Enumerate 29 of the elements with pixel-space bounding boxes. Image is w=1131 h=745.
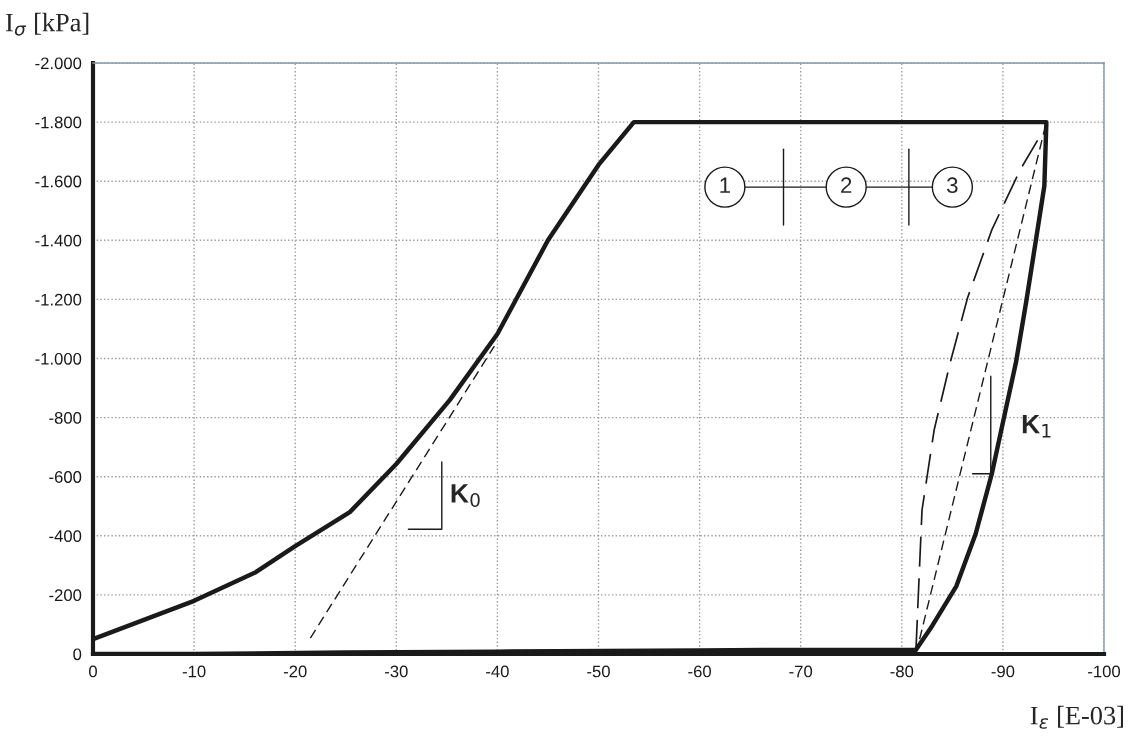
y-axis-title: I$_{σ}$ [kPa] [5, 12, 89, 36]
y-tick-label: -800 [49, 412, 82, 424]
x-tick-label: -90 [991, 665, 1015, 678]
annotation: K$_{0}$ [451, 484, 480, 507]
y-tick-label: -2.000 [35, 57, 82, 70]
y-tick-label: 0 [73, 648, 82, 661]
annotation: 2 [841, 177, 852, 193]
annotation: K$_{1}$ [1022, 415, 1051, 438]
x-tick-label: 0 [89, 665, 97, 678]
x-axis-title: I$_{ε}$ [E-03] [1030, 705, 1123, 729]
x-tick-label: -70 [789, 665, 813, 678]
x-tick-label: -80 [890, 665, 914, 678]
y-tick-label: -1.400 [35, 234, 82, 247]
y-tick-label: -1.800 [35, 116, 82, 129]
x-tick-label: -60 [688, 665, 711, 678]
y-tick-label: -1.600 [35, 175, 82, 188]
y-tick-label: -600 [49, 471, 82, 483]
annotation: 1 [720, 177, 730, 193]
x-tick-label: -100 [1088, 665, 1121, 678]
x-tick-label: -50 [587, 665, 610, 678]
x-tick-label: -10 [182, 665, 206, 678]
y-tick-label: -400 [49, 530, 82, 542]
x-tick-label: -40 [486, 665, 509, 678]
y-tick-label: -200 [49, 589, 82, 602]
x-tick-label: -30 [385, 665, 408, 678]
x-tick-label: -20 [283, 665, 307, 678]
y-tick-label: -1.200 [35, 293, 82, 306]
y-tick-label: -1.000 [35, 352, 82, 365]
annotation: 3 [947, 177, 958, 194]
